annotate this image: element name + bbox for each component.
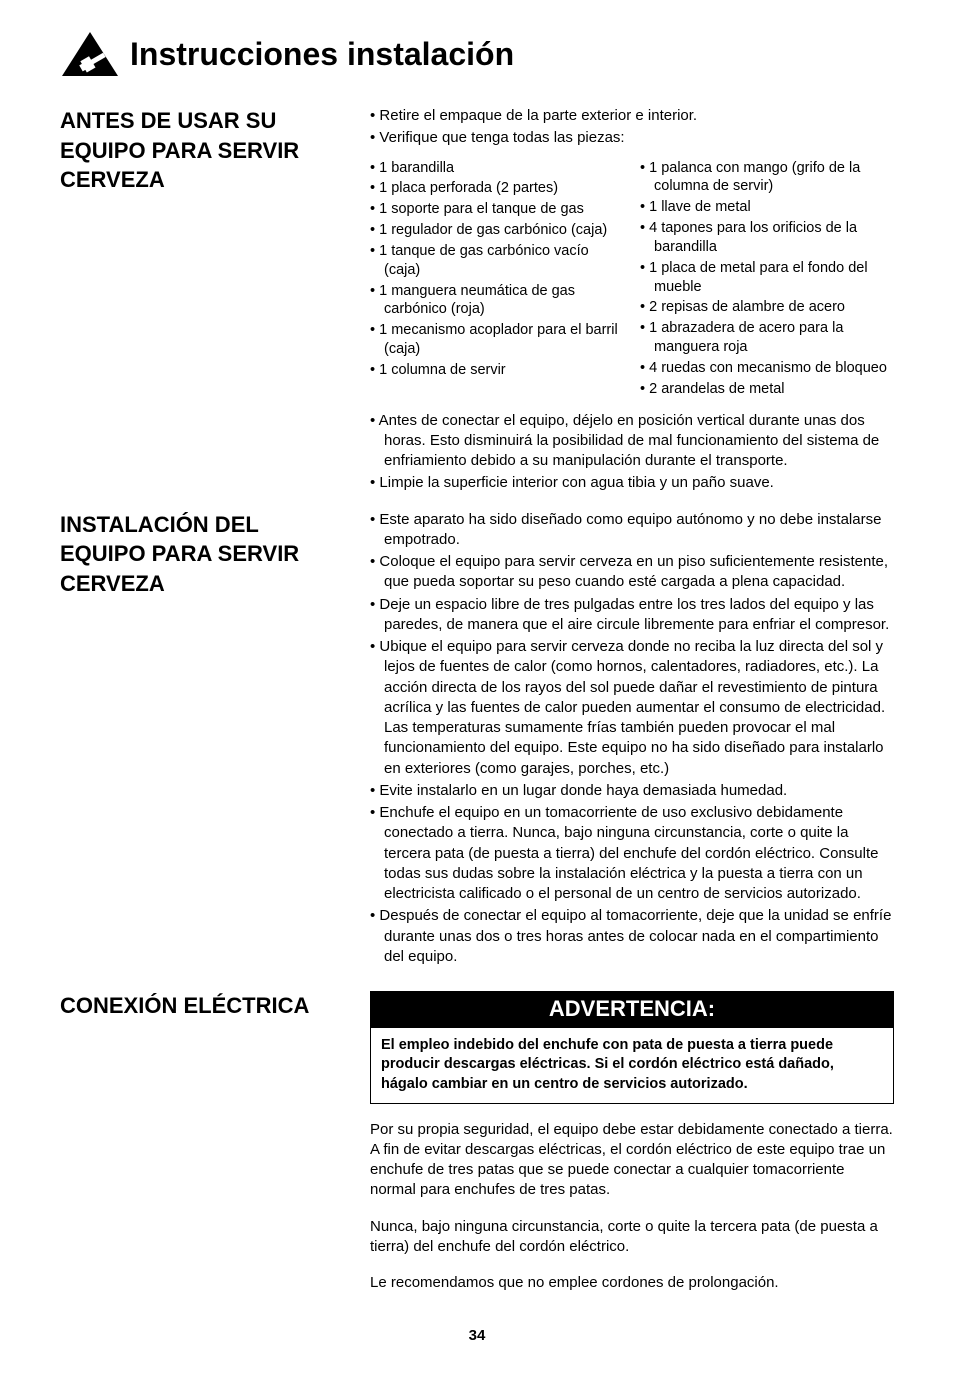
section-heading-installation: INSTALACIÓN DEL EQUIPO PARA SERVIR CERVE…: [60, 510, 370, 599]
list-item: 2 arandelas de metal: [640, 380, 894, 399]
list-item: 1 tanque de gas carbónico vacío (caja): [370, 242, 624, 280]
list-item: 1 abrazadera de acero para la manguera r…: [640, 319, 894, 357]
list-item: 1 columna de servir: [370, 361, 624, 380]
list-item: 1 llave de metal: [640, 198, 894, 217]
list-item: 1 palanca con mango (grifo de la columna…: [640, 159, 894, 197]
list-item: 1 regulador de gas carbónico (caja): [370, 221, 624, 240]
list-item: Enchufe el equipo en un tomacorriente de…: [370, 803, 894, 904]
parts-columns: 1 barandilla 1 placa perforada (2 partes…: [370, 159, 894, 401]
section-heading-electrical: CONEXIÓN ELÉCTRICA: [60, 991, 370, 1021]
list-item: 1 manguera neumática de gas carbónico (r…: [370, 282, 624, 320]
section-installation: INSTALACIÓN DEL EQUIPO PARA SERVIR CERVE…: [60, 510, 894, 970]
list-item: Coloque el equipo para servir cerveza en…: [370, 552, 894, 593]
page-title: Instrucciones instalación: [130, 36, 514, 73]
paragraph: Le recomendamos que no emplee cordones d…: [370, 1273, 894, 1293]
parts-col-left: 1 barandilla 1 placa perforada (2 partes…: [370, 159, 624, 401]
list-item: 4 ruedas con mecanismo de bloqueo: [640, 359, 894, 378]
after-list: Antes de conectar el equipo, déjelo en p…: [370, 411, 894, 494]
list-item: Limpie la superficie interior con agua t…: [370, 473, 894, 493]
section-content-before-use: Retire el empaque de la parte exterior e…: [370, 106, 894, 496]
list-item: 1 barandilla: [370, 159, 624, 178]
list-item: 1 mecanismo acoplador para el barril (ca…: [370, 321, 624, 359]
page-title-row: Instrucciones instalación: [60, 30, 894, 78]
intro-list: Retire el empaque de la parte exterior e…: [370, 106, 894, 149]
list-item: 1 soporte para el tanque de gas: [370, 200, 624, 219]
list-item: Verifique que tenga todas las piezas:: [370, 128, 894, 148]
list-item: Antes de conectar el equipo, déjelo en p…: [370, 411, 894, 472]
list-item: Evite instalarlo en un lugar donde haya …: [370, 781, 894, 801]
list-item: 1 placa perforada (2 partes): [370, 179, 624, 198]
warning-body: El empleo indebido del enchufe con pata …: [371, 1028, 893, 1103]
warning-header: ADVERTENCIA:: [371, 992, 893, 1028]
list-item: Este aparato ha sido diseñado como equip…: [370, 510, 894, 551]
hammer-triangle-icon: [60, 30, 120, 78]
list-item: Deje un espacio libre de tres pulgadas e…: [370, 595, 894, 636]
list-item: 2 repisas de alambre de acero: [640, 298, 894, 317]
section-before-use: ANTES DE USAR SU EQUIPO PARA SERVIR CERV…: [60, 106, 894, 496]
page-number: 34: [60, 1327, 894, 1344]
list-item: Retire el empaque de la parte exterior e…: [370, 106, 894, 126]
paragraph: Por su propia seguridad, el equipo debe …: [370, 1120, 894, 1201]
list-item: 1 placa de metal para el fondo del muebl…: [640, 259, 894, 297]
install-list: Este aparato ha sido diseñado como equip…: [370, 510, 894, 968]
parts-col-right: 1 palanca con mango (grifo de la columna…: [640, 159, 894, 401]
paragraph: Nunca, bajo ninguna circunstancia, corte…: [370, 1217, 894, 1258]
list-item: Ubique el equipo para servir cerveza don…: [370, 637, 894, 779]
warning-box: ADVERTENCIA: El empleo indebido del ench…: [370, 991, 894, 1103]
list-item: 4 tapones para los orificios de la baran…: [640, 219, 894, 257]
section-content-installation: Este aparato ha sido diseñado como equip…: [370, 510, 894, 970]
section-content-electrical: ADVERTENCIA: El empleo indebido del ench…: [370, 991, 894, 1309]
section-heading-before-use: ANTES DE USAR SU EQUIPO PARA SERVIR CERV…: [60, 106, 370, 195]
list-item: Después de conectar el equipo al tomacor…: [370, 906, 894, 967]
section-electrical: CONEXIÓN ELÉCTRICA ADVERTENCIA: El emple…: [60, 991, 894, 1309]
